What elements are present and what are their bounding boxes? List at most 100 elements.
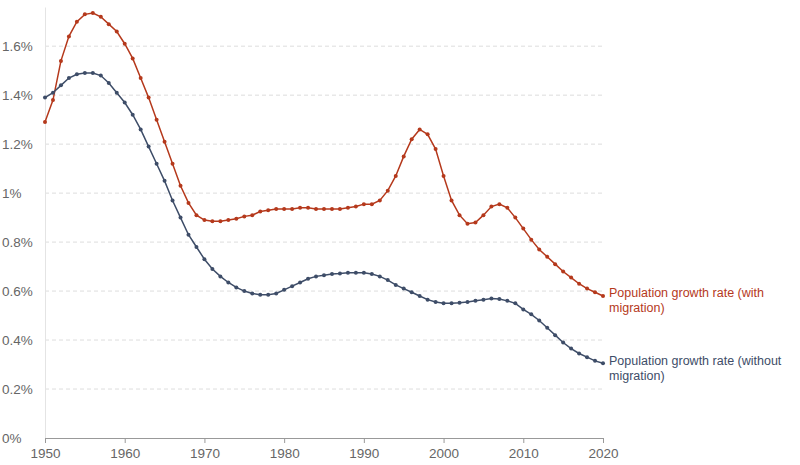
series-point: [163, 179, 167, 183]
series-point: [290, 284, 294, 288]
series-point: [107, 22, 111, 26]
series-point: [147, 96, 151, 100]
series-point: [593, 290, 597, 294]
series-point: [338, 271, 342, 275]
y-tick-label: 0.4%: [2, 333, 33, 348]
series-point: [298, 206, 302, 210]
series-point: [418, 127, 422, 131]
x-tick-label: 1980: [270, 446, 300, 461]
series-point: [51, 98, 55, 102]
series-label: Population growth rate (with migration): [609, 286, 767, 315]
grid: [45, 46, 603, 389]
series-point: [529, 312, 533, 316]
series-point: [505, 206, 509, 210]
series-point: [450, 301, 454, 305]
series-point: [131, 113, 135, 117]
x-tick: 1990: [349, 438, 379, 461]
series-point: [91, 71, 95, 75]
x-tick: 1950: [30, 438, 60, 461]
series-point: [226, 218, 230, 222]
x-axis-line: [46, 438, 604, 439]
series-point: [346, 271, 350, 275]
y-tick-label: 0.6%: [2, 284, 33, 299]
grid-line: [45, 193, 603, 194]
y-tick: 0.8%: [2, 235, 45, 250]
series-point: [314, 207, 318, 211]
series-point: [171, 198, 175, 202]
series-point: [147, 145, 151, 149]
series-point: [91, 11, 95, 15]
series-line: [45, 13, 603, 296]
series-point: [529, 238, 533, 242]
grid-line: [45, 46, 603, 47]
series-point: [458, 213, 462, 217]
y-tick-label: 0.8%: [2, 235, 33, 250]
x-tick-mark: [204, 438, 205, 443]
x-tick-label: 1960: [110, 446, 140, 461]
series-point: [266, 293, 270, 297]
series-point: [450, 198, 454, 202]
x-tick: 2010: [509, 438, 539, 461]
grid-line: [45, 95, 603, 96]
series-line: [45, 73, 603, 363]
x-tick-mark: [444, 438, 445, 443]
series-point: [489, 205, 493, 209]
series-point: [378, 274, 382, 278]
series-point: [83, 71, 87, 75]
series-point: [282, 207, 286, 211]
x-tick: 2000: [429, 438, 459, 461]
series-label: Population growth rate (without migratio…: [609, 354, 785, 383]
series-point: [234, 285, 238, 289]
series-point: [83, 12, 87, 16]
series-point: [338, 207, 342, 211]
series-point: [465, 300, 469, 304]
y-tick: 0.2%: [2, 382, 45, 397]
grid-line: [45, 291, 603, 292]
series-point: [394, 174, 398, 178]
series-point: [458, 301, 462, 305]
series-point: [218, 219, 222, 223]
y-tick: 1.6%: [2, 39, 45, 54]
series-point: [306, 206, 310, 210]
series-point: [362, 271, 366, 275]
series-point: [314, 274, 318, 278]
series-point: [322, 207, 326, 211]
series-point: [107, 81, 111, 85]
series-point: [290, 207, 294, 211]
series-point: [497, 202, 501, 206]
series-point: [585, 355, 589, 359]
x-tick: 2020: [588, 438, 618, 461]
series-point: [75, 20, 79, 24]
series-point: [123, 101, 127, 105]
y-tick: 0.4%: [2, 333, 45, 348]
grid-line: [45, 389, 603, 390]
y-tick: 1.2%: [2, 137, 45, 152]
y-tick-label: 1%: [2, 186, 22, 201]
series-point: [593, 359, 597, 363]
plot: 0%0.2%0.4%0.6%0.8%1%1.2%1.4%1.6%19501960…: [2, 8, 785, 462]
series-point: [386, 189, 390, 193]
series-point: [163, 140, 167, 144]
series-point: [354, 205, 358, 209]
y-tick: 1.4%: [2, 88, 45, 103]
x-tick-mark: [125, 438, 126, 443]
series-point: [386, 278, 390, 282]
series-point: [274, 207, 278, 211]
y-tick-label: 1.6%: [2, 39, 33, 54]
series-point: [569, 276, 573, 280]
series-point: [51, 91, 55, 95]
series-point: [489, 296, 493, 300]
series-point: [505, 299, 509, 303]
series-point: [545, 326, 549, 330]
series-point: [394, 283, 398, 287]
series-point: [298, 280, 302, 284]
series-point: [402, 287, 406, 291]
series-point: [186, 201, 190, 205]
series: [43, 71, 605, 365]
series-point: [410, 137, 414, 141]
series-point: [362, 202, 366, 206]
series-point: [521, 227, 525, 231]
series-point: [497, 297, 501, 301]
series-point: [242, 214, 246, 218]
series-point: [418, 294, 422, 298]
